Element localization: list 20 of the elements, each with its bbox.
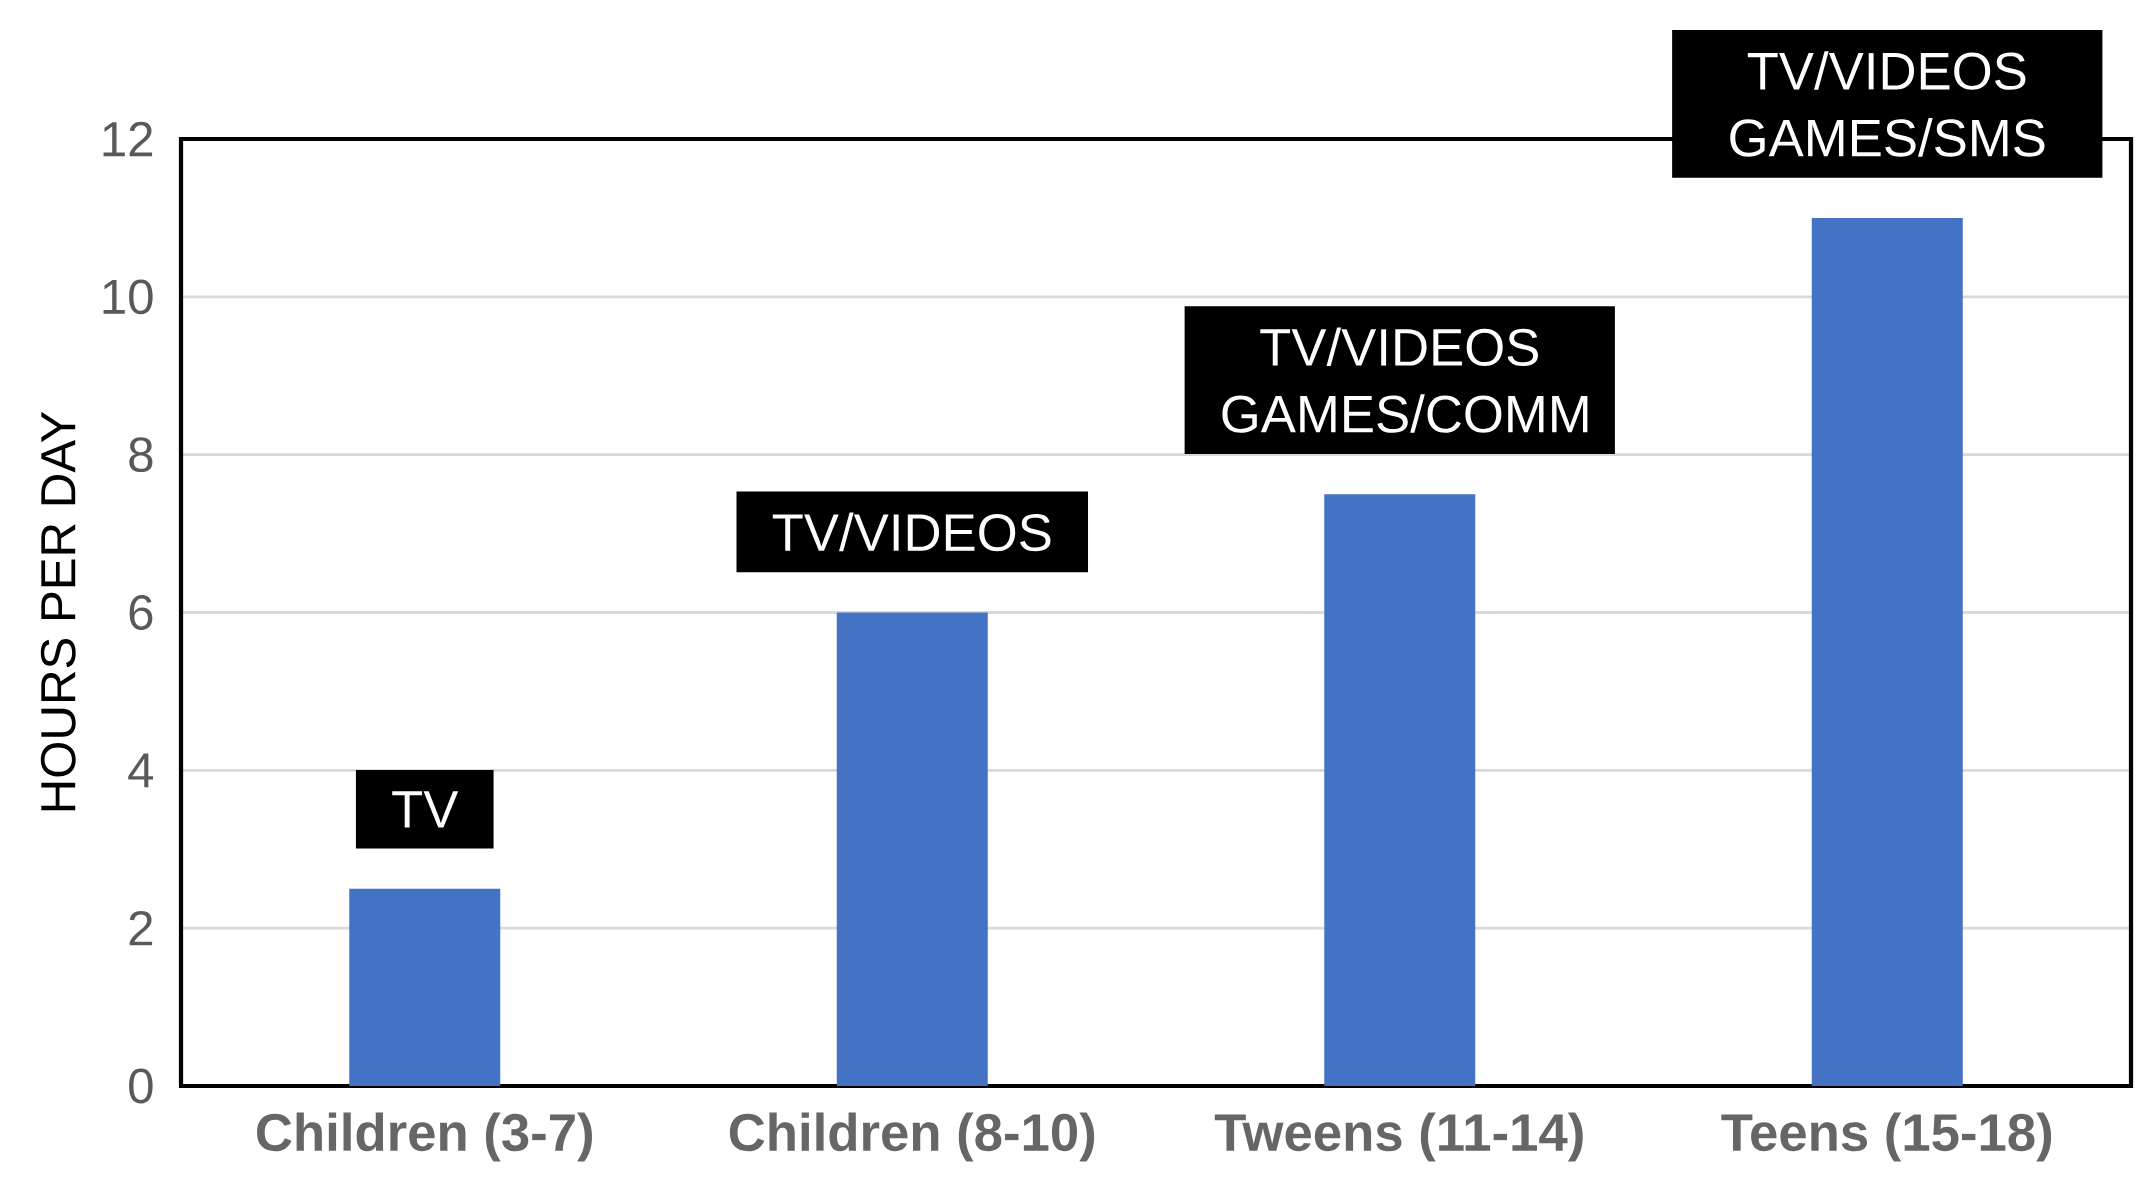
y-tick-label: 10 (103, 279, 153, 315)
y-tick-label: 4 (128, 753, 154, 788)
bar (1324, 494, 1476, 1086)
y-tick-label: 2 (129, 910, 153, 946)
y-tick-label: 0 (129, 1068, 153, 1104)
annotation: TV/VIDEOS GAMES/COMM (1222, 327, 1588, 433)
x-tick-label: Children (8-10) (729, 1112, 1095, 1162)
y-axis-title: HOURS PER DAY (40, 411, 76, 811)
x-tick-label: Tweens (11-14) (1214, 1112, 1583, 1162)
annotation: TV/VIDEOS (772, 512, 1051, 552)
annotation: TV (392, 791, 459, 828)
y-tick-label: 6 (129, 595, 153, 630)
x-tick-label: Teens (15-18) (1721, 1112, 2052, 1162)
x-tick-label: Children (3-7) (257, 1112, 592, 1162)
bar (1811, 217, 1963, 1086)
annotation: TV/VIDEOS GAMES/SMS (1730, 51, 2045, 157)
bar (349, 888, 501, 1086)
y-tick-label: 12 (103, 121, 153, 157)
bar (836, 612, 988, 1086)
y-tick-label: 8 (129, 437, 153, 473)
